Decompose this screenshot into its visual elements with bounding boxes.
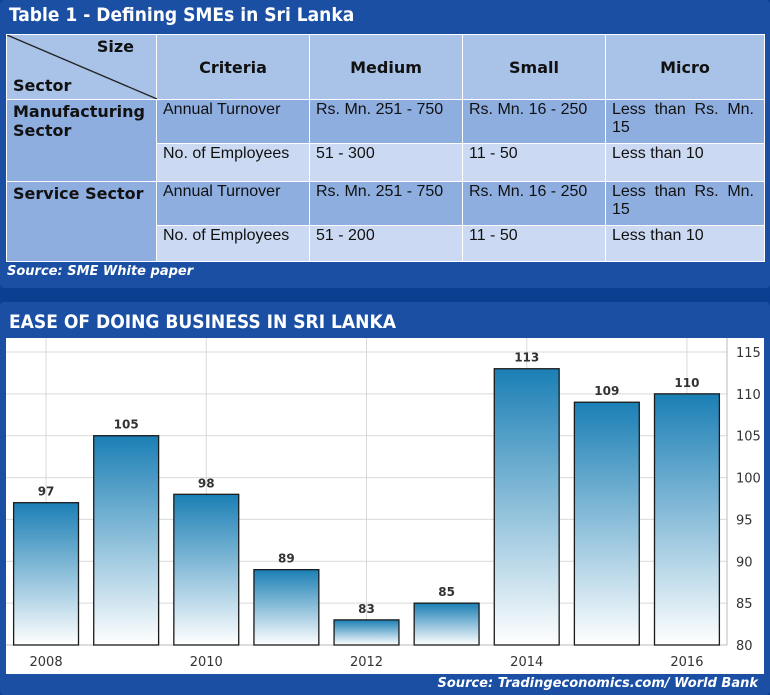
bar-value-label: 105 [114, 418, 139, 432]
micro-cell: Less than Rs. Mn. 15 [605, 99, 765, 144]
y-tick-label: 115 [736, 346, 761, 361]
micro-cell: Less than Rs. Mn. 15 [605, 181, 765, 226]
bar-2010 [173, 493, 240, 646]
criteria-cell: Annual Turnover [156, 99, 310, 144]
column-header-criteria: Criteria [156, 34, 310, 100]
x-tick-label: 2014 [510, 655, 543, 670]
ease-of-business-bar-chart: 97 105 98 89 83 85 113 109 110 80 85 90 95 100 105 110… [6, 338, 764, 674]
y-tick-label: 110 [736, 388, 761, 403]
bar-2014 [493, 368, 560, 646]
chart-panel: EASE OF DOING BUSINESS IN SRI LANKA 97 10… [0, 302, 770, 695]
corner-size-label: Size [96, 37, 134, 56]
bar-2009 [93, 435, 160, 646]
medium-cell: Rs. Mn. 251 - 750 [309, 99, 463, 144]
chart-title: EASE OF DOING BUSINESS IN SRI LANKA [9, 311, 396, 333]
y-axis-ticks: 80 85 90 95 100 105 110 115 [736, 346, 761, 654]
y-tick-label: 80 [736, 639, 753, 654]
bar-value-label: 89 [278, 552, 295, 566]
x-axis-ticks: 2008 2010 2012 2014 2016 [30, 655, 704, 670]
bars [12, 368, 721, 646]
medium-cell: 51 - 300 [309, 143, 463, 182]
micro-cell: Less than 10 [605, 143, 765, 182]
bar-2013 [413, 602, 480, 646]
table-corner-cell: Size Sector [6, 34, 157, 100]
column-header-medium: Medium [309, 34, 463, 100]
table-row: Manufacturing Sector Annual Turnover Rs.… [6, 99, 765, 182]
y-tick-label: 100 [736, 472, 761, 487]
sme-definition-table: Size Sector Criteria Medium Small Micro … [6, 34, 765, 262]
table-row: No. of Employees 51 - 200 11 - 50 Less t… [7, 225, 765, 262]
corner-diagonal-line [7, 35, 157, 99]
y-tick-label: 85 [736, 597, 753, 612]
column-header-small: Small [462, 34, 606, 100]
micro-cell: Less than 10 [605, 225, 765, 262]
sector-cell-service: Service Sector [6, 181, 157, 262]
bar-value-label: 83 [358, 602, 375, 616]
bar-value-label: 113 [514, 351, 539, 365]
y-tick-label: 90 [736, 555, 753, 570]
bar-value-label: 110 [674, 376, 699, 390]
y-tick-label: 105 [736, 430, 761, 445]
small-cell: 11 - 50 [462, 225, 606, 262]
column-header-micro: Micro [605, 34, 765, 100]
bar-2011 [253, 569, 320, 646]
bar-value-label: 97 [38, 485, 55, 499]
bar-2008 [12, 502, 80, 646]
bar-2016 [653, 393, 721, 646]
small-cell: Rs. Mn. 16 - 250 [462, 181, 606, 226]
bar-value-label: 98 [198, 476, 215, 490]
x-tick-label: 2008 [30, 655, 63, 670]
small-cell: 11 - 50 [462, 143, 606, 182]
bar-value-label: 85 [438, 585, 455, 599]
corner-sector-label: Sector [13, 76, 72, 95]
small-cell: Rs. Mn. 16 - 250 [462, 99, 606, 144]
table-header-row: Size Sector Criteria Medium Small Micro [6, 34, 765, 100]
sector-cell-manufacturing: Manufacturing Sector [6, 99, 157, 182]
medium-cell: Rs. Mn. 251 - 750 [309, 181, 463, 226]
table-source-note: Source: SME White paper [7, 264, 194, 279]
bar-2015 [573, 401, 640, 646]
sme-table-panel: Table 1 - Defining SMEs in Sri Lanka Siz… [0, 0, 770, 288]
y-tick-label: 95 [736, 513, 753, 528]
criteria-cell: No. of Employees [156, 143, 310, 182]
x-tick-label: 2010 [190, 655, 223, 670]
chart-source-note: Source: Tradingeconomics.com/ World Bank [437, 676, 758, 691]
table-row: Service Sector Annual Turnover Rs. Mn. 2… [6, 181, 765, 262]
bar-value-label: 109 [594, 384, 619, 398]
x-tick-label: 2016 [670, 655, 703, 670]
x-tick-label: 2012 [350, 655, 383, 670]
table-title: Table 1 - Defining SMEs in Sri Lanka [9, 4, 355, 26]
criteria-cell: Annual Turnover [156, 181, 310, 226]
criteria-cell: No. of Employees [156, 225, 310, 262]
bar-2012 [333, 619, 400, 646]
medium-cell: 51 - 200 [309, 225, 463, 262]
bar-value-labels: 97 105 98 89 83 85 113 109 110 [38, 351, 700, 616]
